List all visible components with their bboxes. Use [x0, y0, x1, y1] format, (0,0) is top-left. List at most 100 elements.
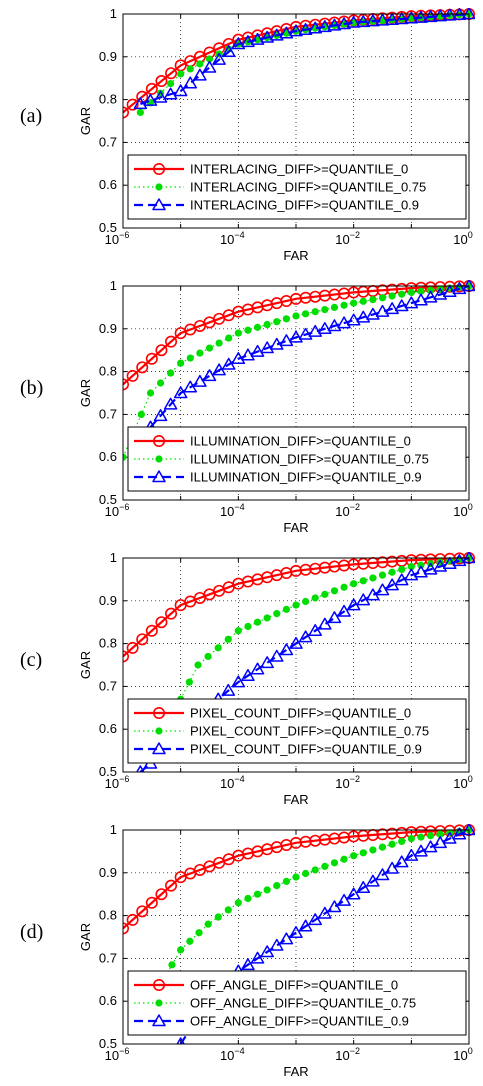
x-axis-title: FAR	[283, 520, 308, 535]
dot-marker	[369, 574, 377, 582]
triangle-marker	[260, 945, 274, 958]
triangle-marker	[221, 683, 236, 696]
dot-marker	[186, 354, 194, 362]
x-tick-label: 10−6	[105, 230, 130, 247]
triangle-marker	[250, 344, 265, 357]
x-axis-title: FAR	[283, 1064, 308, 1079]
legend-entry-label: ILLUMINATION_DIFF>=QUANTILE_0.9	[190, 470, 422, 485]
triangle-marker	[308, 21, 322, 34]
triangle-marker	[327, 319, 342, 332]
triangle-marker	[452, 554, 467, 567]
triangle-marker	[394, 855, 409, 868]
triangle-marker	[423, 562, 438, 575]
legend-marker	[153, 707, 166, 720]
legend-marker	[153, 163, 166, 176]
x-tick-label: 10−2	[335, 1046, 360, 1063]
dot-marker	[204, 920, 212, 928]
x-tick-label: 10−2	[335, 502, 360, 519]
panel-label: (c)	[20, 649, 43, 671]
series-line	[123, 284, 470, 386]
dot-marker	[185, 678, 193, 686]
dot-marker	[263, 886, 271, 894]
dot-marker	[340, 301, 348, 309]
dot-marker	[166, 79, 175, 88]
y-tick-label: 0.7	[99, 950, 117, 965]
legend-marker	[152, 470, 166, 483]
line-chart: 0.5 0.6 0.7 0.8 0.9 1 10−6 10−4 10−2 100 FAR GAR PIX…	[78, 550, 475, 807]
circle-marker	[165, 607, 178, 620]
circle-marker	[165, 67, 178, 80]
triangle-marker	[385, 861, 399, 874]
dot-marker	[321, 862, 329, 870]
circle-marker	[145, 896, 158, 909]
triangle-marker	[443, 284, 457, 297]
y-tick-label: 0.8	[99, 364, 117, 379]
triangle-marker	[404, 848, 419, 861]
triangle-marker	[337, 316, 351, 329]
triangle-marker	[337, 604, 351, 617]
triangle-marker	[404, 568, 419, 581]
dot-marker	[263, 320, 271, 329]
dot-marker	[225, 334, 233, 342]
dot-marker	[302, 310, 310, 318]
legend-entry-label: PIXEL_COUNT_DIFF>=QUANTILE_0.75	[190, 724, 429, 739]
triangle-marker	[394, 299, 409, 312]
triangle-marker	[202, 60, 217, 73]
triangle-marker	[260, 656, 274, 669]
dot-marker	[321, 305, 329, 314]
dot-marker	[359, 849, 367, 857]
dot-marker	[292, 601, 300, 609]
triangle-marker	[443, 831, 457, 844]
triangle-marker	[202, 369, 217, 382]
circle-marker	[155, 888, 168, 901]
triangle-marker	[433, 836, 447, 849]
triangle-marker	[212, 52, 226, 65]
chart-panel: (b) 0.5 0.6 0.7 0.8 0.9 1 10−6 10−4 10−2 100 FAR GAR…	[0, 272, 483, 542]
triangle-marker	[327, 18, 342, 31]
dot-marker	[214, 913, 222, 921]
dot-marker	[234, 899, 242, 907]
legend-entry-label: INTERLACING_DIFF>=QUANTILE_0.9	[190, 198, 419, 213]
x-tick-label: 100	[453, 230, 472, 247]
dot-marker	[167, 369, 175, 377]
triangle-marker	[404, 11, 419, 24]
chart-panel: (a) 0.5 0.6 0.7 0.8 0.9 1 10−6 10−4 10−2 100 FAR GAR…	[0, 0, 483, 270]
dot-marker	[340, 583, 348, 591]
circle-marker	[145, 352, 158, 365]
triangle-marker	[173, 386, 188, 399]
triangle-marker	[308, 913, 322, 926]
x-axis-title: FAR	[283, 248, 308, 263]
x-tick-label: 10−6	[105, 774, 130, 791]
triangle-marker	[183, 76, 198, 89]
panel-label: (a)	[20, 105, 43, 127]
triangle-marker	[250, 951, 265, 964]
triangle-marker	[375, 13, 390, 26]
triangle-marker	[298, 327, 313, 340]
circle-marker	[155, 616, 168, 629]
y-tick-label: 0.8	[99, 636, 117, 651]
y-tick-label: 1	[110, 6, 117, 21]
legend-marker	[155, 183, 163, 191]
series-line	[140, 12, 470, 105]
chart-panel: (c) 0.5 0.6 0.7 0.8 0.9 1 10−6 10−4 10−2 100 FAR GAR…	[0, 544, 483, 814]
dot-marker	[388, 840, 396, 848]
plot-frame	[122, 829, 470, 1045]
circle-marker	[136, 361, 149, 374]
dot-marker	[302, 597, 310, 606]
legend-marker	[155, 727, 163, 735]
triangle-marker	[289, 24, 303, 37]
y-tick-label: 1	[110, 278, 117, 293]
line-chart: 0.5 0.6 0.7 0.8 0.9 1 10−6 10−4 10−2 100 FAR GAR OFF…	[78, 822, 475, 1079]
y-tick-label: 0.9	[99, 49, 117, 64]
triangle-marker	[318, 906, 332, 919]
triangle-marker	[337, 17, 351, 30]
x-tick-label: 10−6	[105, 1046, 130, 1063]
triangle-marker	[163, 87, 178, 100]
triangle-marker	[423, 290, 438, 303]
dot-marker	[350, 580, 358, 588]
triangle-marker	[443, 556, 457, 569]
dot-marker	[196, 349, 204, 357]
dot-marker	[123, 453, 127, 461]
x-tick-label: 10−6	[105, 502, 130, 519]
triangle-marker	[176, 1037, 185, 1044]
